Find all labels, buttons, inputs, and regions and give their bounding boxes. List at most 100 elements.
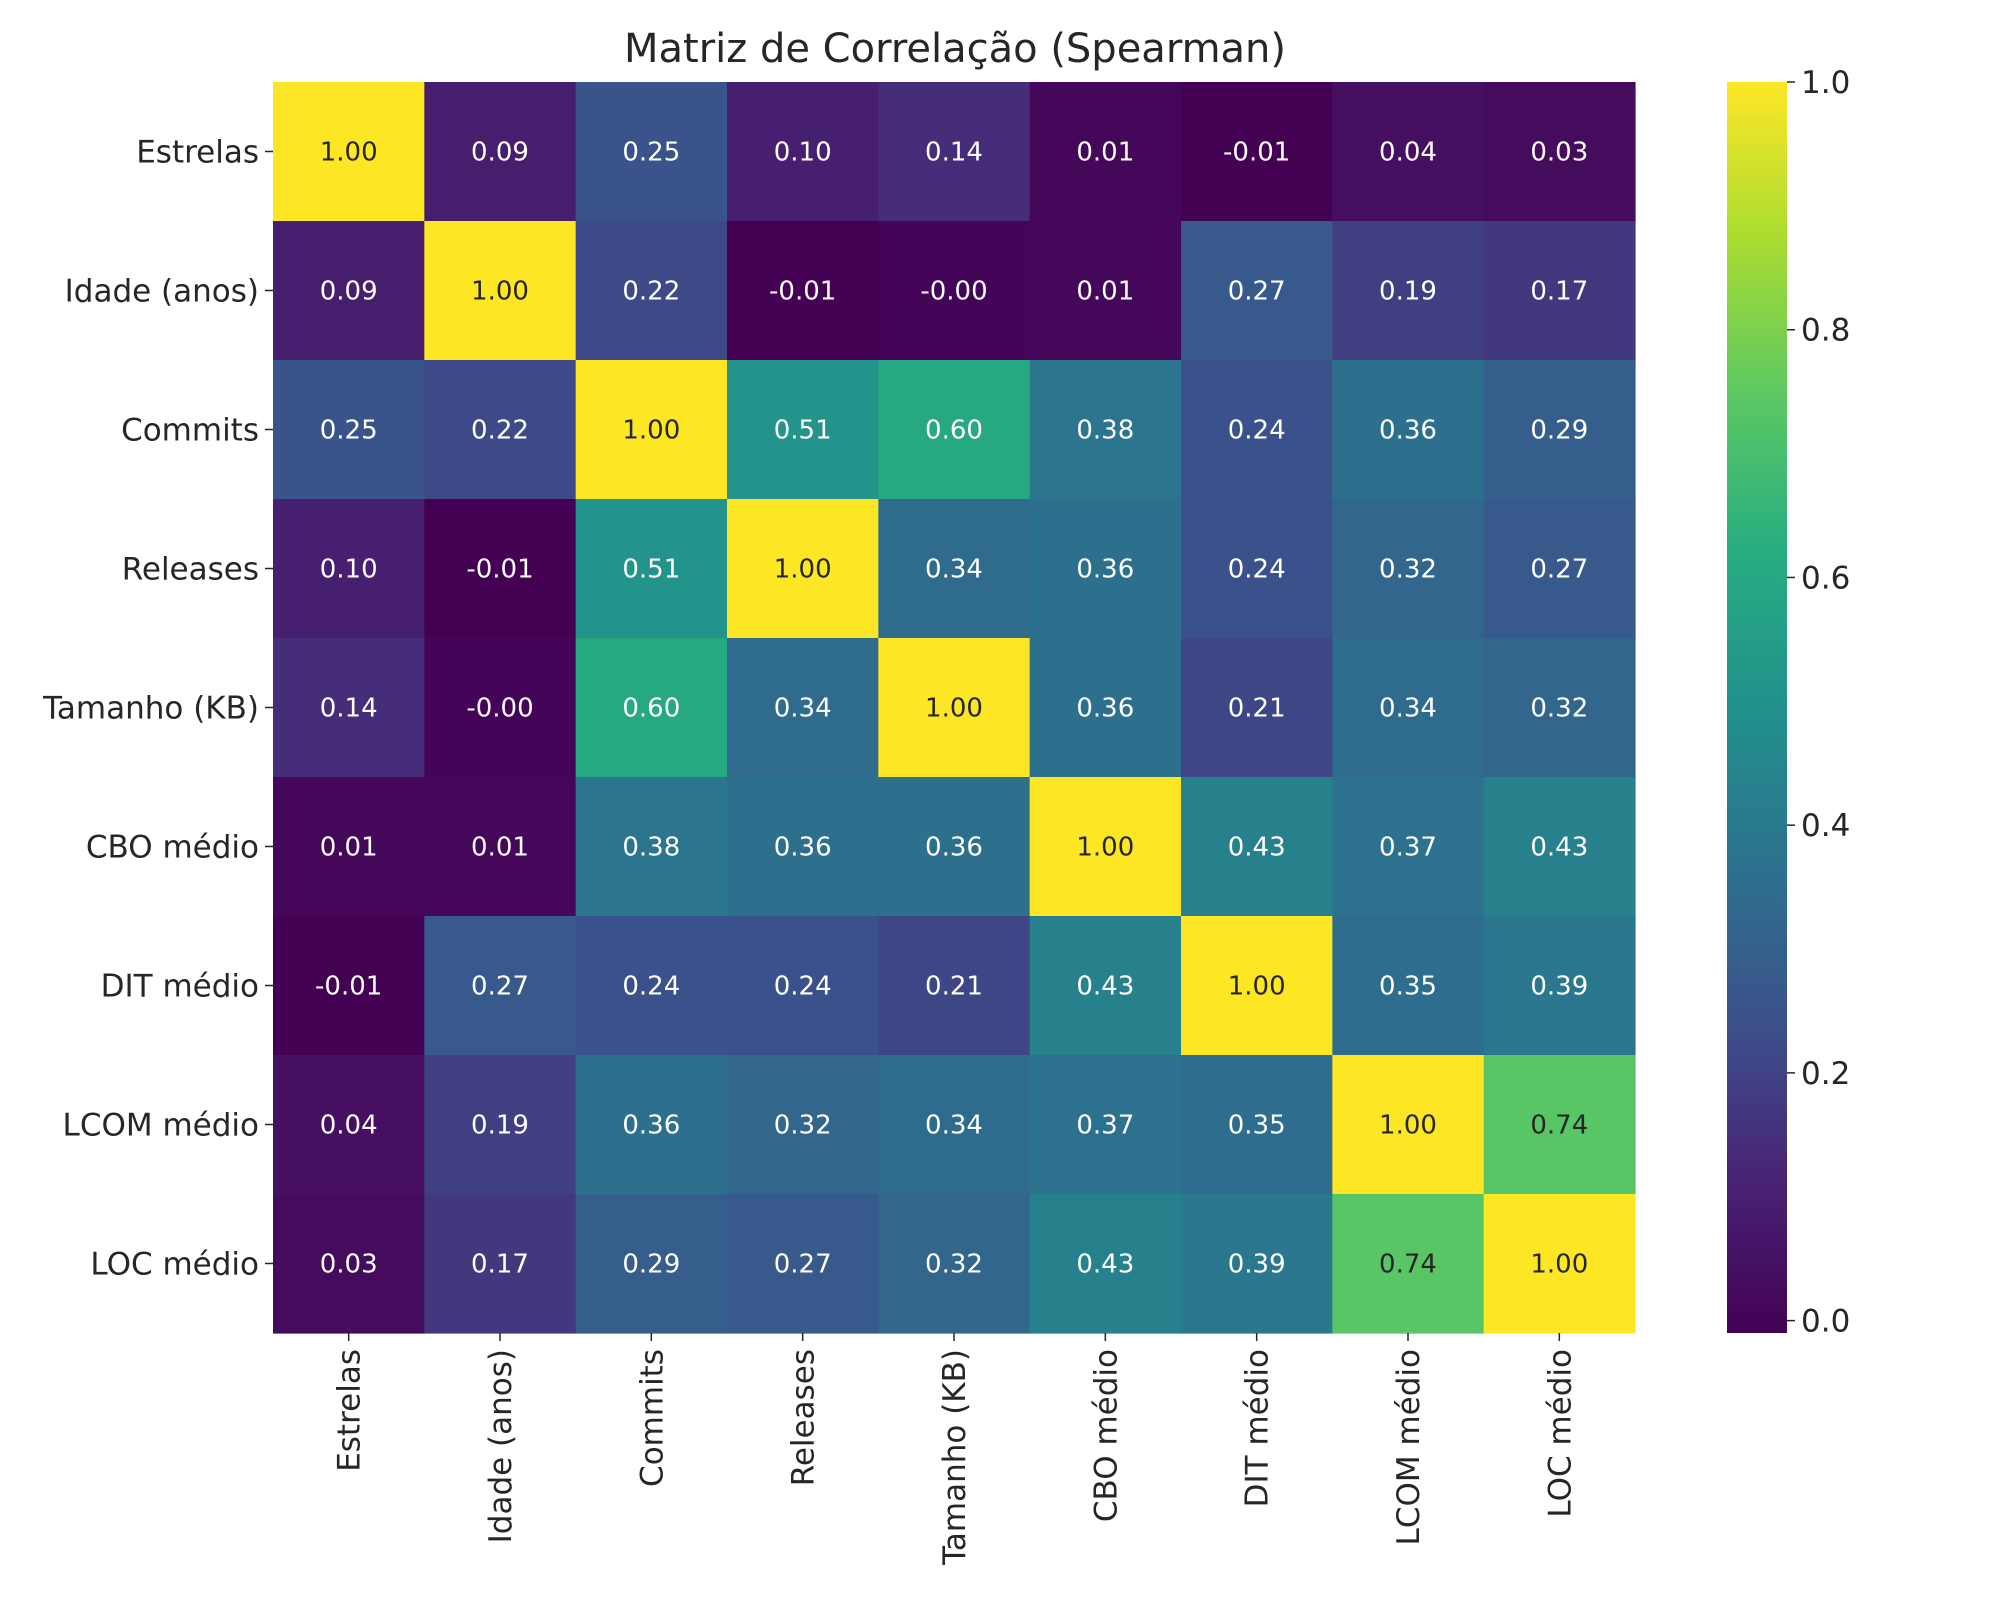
y-tick-label-lcom-medio: LCOM médio [63,1108,259,1144]
heatmap-cell [1332,221,1485,361]
heatmap-cell-value: 0.39 [1530,972,1588,1002]
heatmap-cell [575,916,728,1056]
heatmap-cell [878,777,1031,917]
heatmap-cell [424,916,577,1056]
x-tick-label-lcom-medio: LCOM médio [1391,1349,1427,1545]
heatmap-cell [273,499,425,639]
heatmap-cell-value: 0.27 [774,1250,832,1280]
heatmap-cell [273,1055,425,1195]
heatmap-cell-value: 0.03 [1530,138,1588,168]
heatmap-cell-value: 0.37 [1076,1111,1134,1141]
heatmap-cell-value: 0.24 [622,972,680,1002]
heatmap-cell [1029,82,1182,222]
heatmap-cell [727,1194,879,1334]
heatmap-cell [1181,82,1333,222]
heatmap-cell [1332,82,1485,222]
heatmap-cell [878,82,1031,222]
heatmap-cell-value: 0.36 [774,833,832,863]
heatmap-cell [273,221,425,361]
heatmap-cell-value: 0.01 [1076,138,1134,168]
heatmap-cell-value: 0.22 [471,416,529,446]
heatmap-cell [727,777,879,917]
heatmap-cell [424,777,577,917]
y-tick-label-releases: Releases [122,552,259,588]
heatmap-cell-value: 1.00 [1530,1250,1588,1280]
heatmap-cell-value: 0.25 [622,138,680,168]
heatmap-cell [1029,499,1182,639]
heatmap-cell [575,221,728,361]
heatmap-cell-value: 0.34 [925,1111,983,1141]
heatmap-cell-value: 0.37 [1379,833,1437,863]
heatmap-cell [575,777,728,917]
heatmap-cell [575,82,728,222]
heatmap-cell-value: 0.38 [1076,416,1134,446]
heatmap-cell-value: 0.24 [1228,555,1286,585]
heatmap-cell [1332,499,1485,639]
heatmap-cell [575,360,728,500]
heatmap-cell-value: 1.00 [471,277,529,307]
heatmap-cell-value: 0.38 [622,833,680,863]
heatmap-cell [878,1194,1031,1334]
heatmap-cell [878,638,1031,778]
x-tick-label-dit-medio: DIT médio [1240,1349,1276,1507]
colorbar [1727,82,1787,1333]
heatmap-cell [1483,499,1636,639]
heatmap-cell [1332,777,1485,917]
heatmap-cell-value: 0.34 [1379,694,1437,724]
heatmap-cell-value: 1.00 [320,138,378,168]
heatmap-cell [273,360,425,500]
heatmap-cell-value: 0.04 [320,1111,378,1141]
heatmap-cell-value: 0.32 [1379,555,1437,585]
heatmap-cell-value: 0.04 [1379,138,1437,168]
heatmap-cell-value: 0.34 [925,555,983,585]
heatmap-cell-value: 1.00 [622,416,680,446]
heatmap-cell [878,1055,1031,1195]
heatmap-cell-value: 0.35 [1379,972,1437,1002]
heatmap-cell [1181,1055,1333,1195]
heatmap-cell-value: 0.14 [925,138,983,168]
heatmap-cell-value: 0.22 [622,277,680,307]
colorbar-tick-label: 0.0 [1801,1304,1850,1340]
heatmap-cell-value: -0.01 [315,972,382,1002]
heatmap-cell [1029,916,1182,1056]
heatmap-cell-value: 0.29 [1530,416,1588,446]
heatmap-cell-value: 0.21 [1228,694,1286,724]
colorbar-tick-label: 1.0 [1801,65,1850,101]
y-tick-label-idade-anos: Idade (anos) [65,274,259,310]
x-tick-label-loc-medio: LOC médio [1542,1349,1578,1518]
colorbar-tick-label: 0.4 [1801,808,1850,844]
x-axis-tick-labels: Estrelas Idade (anos) Commits Releases Taman… [332,1333,1578,1566]
heatmap-cell [1483,916,1636,1056]
heatmap-cell-value: 0.29 [622,1250,680,1280]
heatmap-cell-value: 0.36 [1076,555,1134,585]
heatmap-cell-value: 0.43 [1228,833,1286,863]
heatmap-cells [273,82,1636,1334]
heatmap-cell [273,777,425,917]
heatmap-cell-value: 0.74 [1379,1250,1437,1280]
heatmap-cell [1181,360,1333,500]
heatmap-cell-value: 0.24 [1228,416,1286,446]
heatmap-cell-value: 0.39 [1228,1250,1286,1280]
heatmap-cell [727,499,879,639]
heatmap-cell [878,916,1031,1056]
colorbar-tick-label: 0.2 [1801,1056,1850,1092]
heatmap-cell [727,638,879,778]
heatmap-cell-value: 0.32 [925,1250,983,1280]
heatmap-cell [424,499,577,639]
heatmap-cell-value: 0.43 [1530,833,1588,863]
heatmap-cell-value: -0.00 [920,277,987,307]
x-tick-label-commits: Commits [634,1349,670,1487]
heatmap-cell [1029,1055,1182,1195]
heatmap-cell [1332,1194,1485,1334]
heatmap-cell [727,916,879,1056]
heatmap-cell-value: 0.27 [1530,555,1588,585]
heatmap-cell [575,1055,728,1195]
y-tick-label-cbo-medio: CBO médio [86,830,259,866]
heatmap-cell [1332,360,1485,500]
y-tick-label-estrelas: Estrelas [136,135,259,171]
heatmap-cell-value: 0.09 [471,138,529,168]
heatmap-cell [1483,1194,1636,1334]
y-tick-label-tamanho-kb: Tamanho (KB) [42,691,259,727]
heatmap-cell-value: 0.10 [774,138,832,168]
